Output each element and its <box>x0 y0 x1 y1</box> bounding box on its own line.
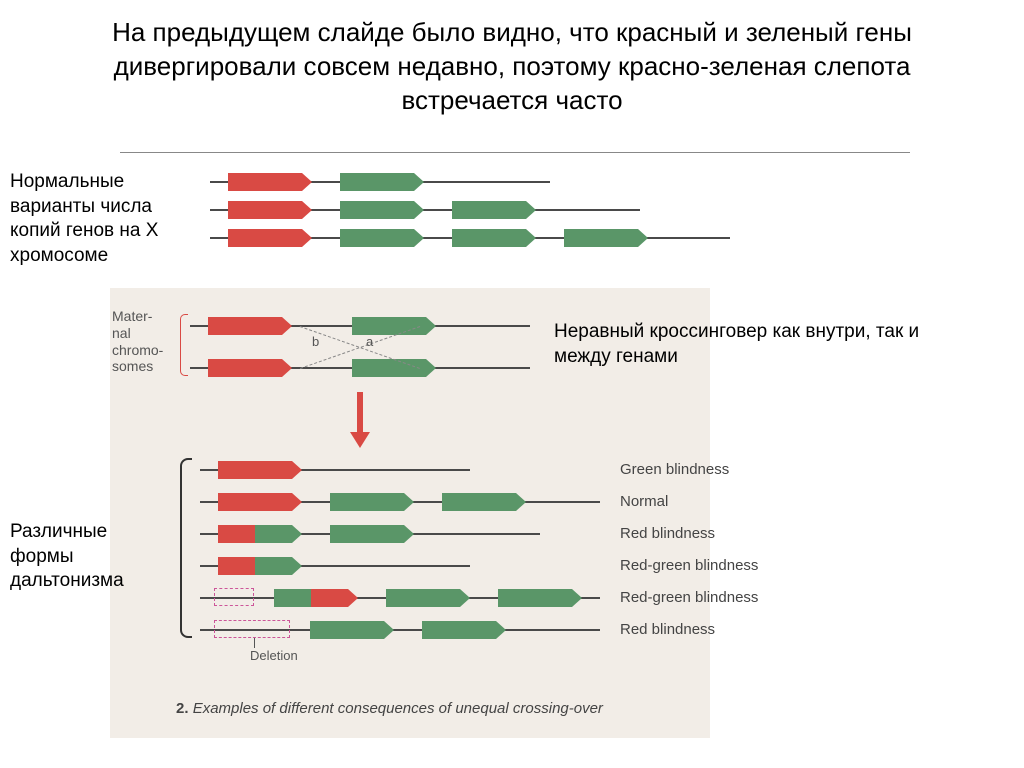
gene-icon <box>208 317 282 335</box>
gene-icon <box>228 201 302 219</box>
arrow-down-icon <box>357 392 363 432</box>
result-label: Green blindness <box>620 461 729 478</box>
letter-a: a <box>366 334 373 349</box>
result-label: Red-green blindness <box>620 589 758 606</box>
gene-icon <box>452 229 526 247</box>
letter-b: b <box>312 334 319 349</box>
gene-icon <box>310 621 384 639</box>
chromosome-row <box>0 172 1024 192</box>
chromosome-row <box>0 228 1024 248</box>
chromosome-row <box>0 200 1024 220</box>
gene-icon <box>218 461 292 479</box>
gene-icon <box>218 493 292 511</box>
deletion-pointer <box>254 638 255 648</box>
gene-icon <box>330 525 404 543</box>
chromosome-row: Green blindness <box>0 460 1024 480</box>
chromosome-row: Red-green blindness <box>0 556 1024 576</box>
gene-icon <box>208 359 282 377</box>
chromosome-row <box>0 358 1024 378</box>
gene-icon <box>442 493 516 511</box>
gene-icon <box>228 173 302 191</box>
label-deletion: Deletion <box>250 648 298 663</box>
chromosome-row: Red blindness <box>0 524 1024 544</box>
arrow-head-icon <box>350 432 370 448</box>
brace-results <box>180 458 192 638</box>
diagram-area: Нормальные варианты числа копий генов на… <box>0 0 1024 768</box>
gene-icon <box>564 229 638 247</box>
gene-icon <box>218 525 292 543</box>
result-label: Red blindness <box>620 525 715 542</box>
gene-icon <box>330 493 404 511</box>
result-label: Red-green blindness <box>620 557 758 574</box>
gene-icon <box>218 557 292 575</box>
gene-icon <box>340 201 414 219</box>
gene-icon <box>498 589 572 607</box>
chromosome-row: Red blindness <box>0 620 1024 640</box>
gene-icon <box>340 173 414 191</box>
chromosome-row: Red-green blindness <box>0 588 1024 608</box>
gene-icon <box>452 201 526 219</box>
gene-icon <box>228 229 302 247</box>
figure-caption: 2. Examples of different consequences of… <box>176 700 696 717</box>
caption-number: 2. <box>176 700 189 717</box>
deletion-box <box>214 588 254 606</box>
gene-icon <box>352 359 426 377</box>
caption-text: Examples of different consequences of un… <box>193 700 603 717</box>
gene-icon <box>274 589 348 607</box>
gene-icon <box>340 229 414 247</box>
result-label: Normal <box>620 493 668 510</box>
chromosome-row <box>0 316 1024 336</box>
gene-icon <box>386 589 460 607</box>
separator-line <box>120 152 910 153</box>
chromosome-row: Normal <box>0 492 1024 512</box>
gene-icon <box>422 621 496 639</box>
result-label: Red blindness <box>620 621 715 638</box>
gene-icon <box>352 317 426 335</box>
deletion-box <box>214 620 290 638</box>
